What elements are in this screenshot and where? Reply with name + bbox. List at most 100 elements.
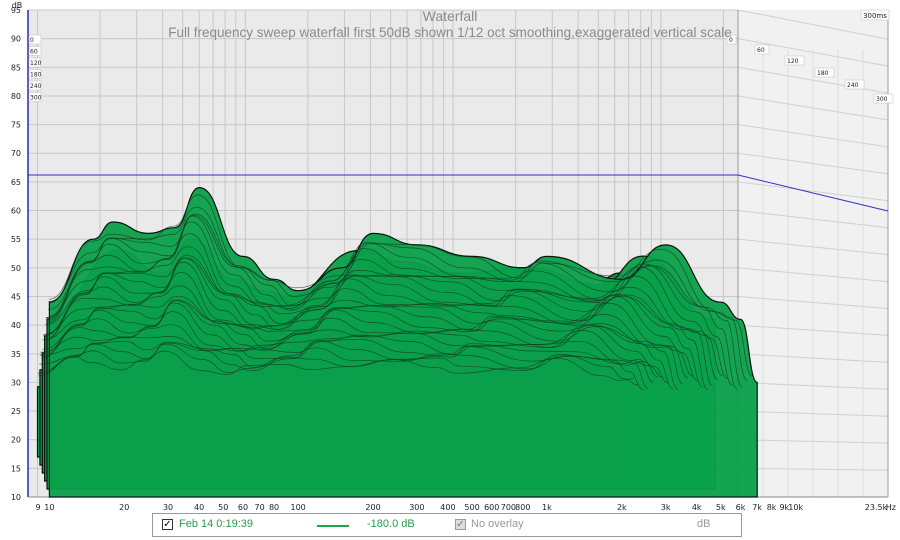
- z-tick-box: [28, 46, 42, 56]
- overlay-label[interactable]: No overlay: [471, 518, 524, 530]
- z-tick-label-front: 0: [729, 37, 733, 44]
- z-tick-box: [814, 67, 835, 78]
- y-tick-label: 20: [11, 436, 21, 445]
- z-tick-box: [754, 44, 770, 55]
- waterfall-ridge-line: [45, 246, 718, 380]
- x-tick-label: 1k: [542, 503, 552, 512]
- y-tick-label: 45: [11, 292, 21, 301]
- waterfall-ridge-line: [39, 340, 649, 389]
- unit-label: dB: [697, 518, 711, 530]
- y-tick-label: 30: [11, 378, 21, 387]
- trace-color-swatch: [317, 525, 349, 527]
- x-tick-label: 70: [255, 503, 265, 512]
- y-tick-label: 35: [11, 350, 21, 359]
- waterfall-ridge-line: [46, 233, 723, 377]
- z-tick-box: [726, 34, 737, 45]
- x-tick-label: 50: [218, 503, 228, 512]
- waterfall-ridge-line: [38, 343, 639, 386]
- waterfall-slice: [48, 186, 758, 498]
- x-tick-label: 400: [440, 503, 455, 512]
- z-tick-label-front: 240: [847, 82, 859, 89]
- overlay-checkbox[interactable]: ✓: [455, 519, 466, 530]
- x-tick-label: 40: [194, 503, 204, 512]
- x-tick-label: 100: [291, 503, 306, 512]
- y-tick-label: 65: [11, 178, 21, 187]
- waterfall-ridge-line: [48, 206, 748, 382]
- x-tick-label: 3k: [661, 503, 671, 512]
- z-tick-label-back: 240: [30, 83, 42, 90]
- trace-visible-checkbox[interactable]: ✓: [162, 519, 173, 530]
- x-tick-label: 5k: [716, 503, 726, 512]
- x-tick-label: 10: [44, 503, 54, 512]
- x-tick-label: 800: [515, 503, 530, 512]
- x-tick-label: 60: [238, 503, 248, 512]
- z-front-label-box: [860, 9, 890, 21]
- waterfall-ridge-line: [43, 261, 699, 382]
- x-tick-label: 20: [119, 503, 129, 512]
- x-tick-label: 8k: [767, 503, 777, 512]
- z-tick-box: [873, 93, 894, 104]
- y-tick-label: 25: [11, 407, 21, 416]
- x-tick-label: 23.5k: [865, 503, 888, 512]
- chart-title: Waterfall: [422, 8, 478, 24]
- y-tick-label: 90: [11, 35, 21, 44]
- z-tick-label-back: 120: [30, 60, 42, 67]
- x-tick-label: 600: [484, 503, 499, 512]
- y-tick-label: 95: [11, 6, 21, 15]
- waterfall-ridge-line: [44, 257, 703, 388]
- z-tick-label-front: 120: [787, 58, 799, 65]
- waterfall-ridge-line: [41, 302, 669, 384]
- x-tick-label: 7k: [752, 503, 762, 512]
- z-tick-label-back: 300: [30, 95, 42, 102]
- x-tick-label: 200: [365, 503, 380, 512]
- x-tick-label: 9k: [779, 503, 789, 512]
- chart-subtitle: Full frequency sweep waterfall first 50d…: [168, 25, 732, 40]
- z-axis-front-label: 300ms: [863, 12, 887, 20]
- z-tick-label-front: 300: [876, 96, 888, 103]
- y-axis-label: dB: [12, 1, 23, 10]
- z-tick-box: [28, 80, 42, 91]
- y-tick-label: 10: [11, 493, 21, 502]
- waterfall-ridge-line: [42, 295, 684, 385]
- trace-legend: ✓ Feb 14 0:19:39 -180.0 dB ✓ No overlay …: [152, 513, 742, 537]
- waterfall-ridge-line: [42, 299, 679, 390]
- x-tick-label: 500: [464, 503, 479, 512]
- x-tick-label: 9: [35, 503, 40, 512]
- y-tick-label: 15: [11, 464, 21, 473]
- z-tick-box: [28, 92, 42, 102]
- z-tick-label-front: 180: [817, 70, 829, 77]
- waterfall-ridge-line: [47, 215, 733, 386]
- x-tick-label: 300: [409, 503, 424, 512]
- waterfall-ridge-line: [38, 342, 644, 391]
- waterfall-ridge-line: [44, 257, 708, 390]
- waterfall-ridge-line: [41, 300, 674, 390]
- y-tick-label: 40: [11, 321, 21, 330]
- y-tick-label: 85: [11, 63, 21, 72]
- waterfall-ridge-line: [45, 254, 714, 387]
- trace-date-label[interactable]: Feb 14 0:19:39: [179, 518, 254, 530]
- x-tick-label: 80: [269, 503, 279, 512]
- x-tick-label: 4k: [692, 503, 702, 512]
- x-tick-label: 2k: [617, 503, 627, 512]
- x-tick-label: 30: [163, 503, 173, 512]
- waterfall-ridge-line: [40, 311, 664, 378]
- waterfall-ridge-line: [42, 285, 689, 379]
- y-tick-label: 60: [11, 207, 21, 216]
- y-tick-label: 50: [11, 264, 21, 273]
- waterfall-ridge-line: [37, 350, 634, 381]
- trace-level-label: -180.0 dB: [367, 518, 415, 530]
- waterfall-ridge-line: [47, 214, 738, 390]
- x-axis-label: Hz: [886, 503, 896, 512]
- y-tick-label: 70: [11, 149, 21, 158]
- y-tick-label: 55: [11, 235, 21, 244]
- side-grid-line: [737, 9, 889, 40]
- x-tick-label: 6k: [736, 503, 746, 512]
- z-tick-label-back: 60: [30, 49, 38, 56]
- z-tick-box: [28, 34, 42, 45]
- reference-line-side: [737, 174, 889, 212]
- waterfall-ridge-line: [48, 194, 753, 377]
- z-tick-box: [28, 57, 42, 68]
- z-tick-box: [28, 69, 42, 79]
- z-tick-label-back: 180: [30, 72, 42, 79]
